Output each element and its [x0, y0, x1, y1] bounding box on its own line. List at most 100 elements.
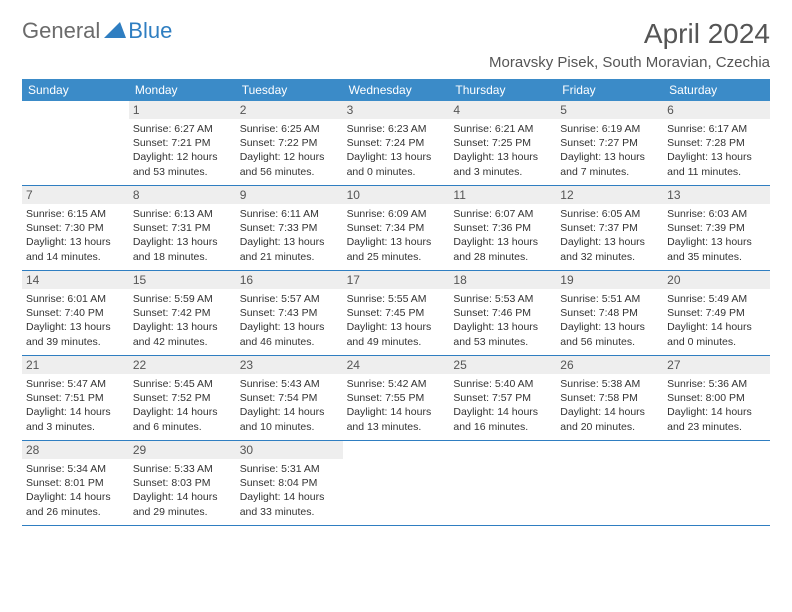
day-info: Sunrise: 6:15 AMSunset: 7:30 PMDaylight:… [26, 207, 125, 264]
day-number: 18 [449, 271, 556, 289]
day-info: Sunrise: 6:19 AMSunset: 7:27 PMDaylight:… [560, 122, 659, 179]
daylight-text: Daylight: 14 hours and 20 minutes. [560, 405, 659, 433]
sunrise-text: Sunrise: 5:53 AM [453, 292, 552, 306]
day-cell: 3Sunrise: 6:23 AMSunset: 7:24 PMDaylight… [343, 101, 450, 185]
daylight-text: Daylight: 14 hours and 29 minutes. [133, 490, 232, 518]
day-cell: 17 Sunrise: 5:55 AMSunset: 7:45 PMDayligh… [343, 271, 450, 355]
logo: General Blue [22, 18, 172, 44]
daylight-text: Daylight: 13 hours and 56 minutes. [560, 320, 659, 348]
day-cell: 23Sunrise: 5:43 AMSunset: 7:54 PMDayligh… [236, 356, 343, 440]
weekday-header: Monday [129, 79, 236, 101]
sunset-text: Sunset: 7:36 PM [453, 221, 552, 235]
daylight-text: Daylight: 13 hours and 53 minutes. [453, 320, 552, 348]
sunset-text: Sunset: 7:48 PM [560, 306, 659, 320]
daylight-text: Daylight: 12 hours and 56 minutes. [240, 150, 339, 178]
daylight-text: Daylight: 13 hours and 42 minutes. [133, 320, 232, 348]
day-info: Sunrise: 6:07 AMSunset: 7:36 PMDaylight:… [453, 207, 552, 264]
sunrise-text: Sunrise: 6:13 AM [133, 207, 232, 221]
day-cell: 10Sunrise: 6:09 AMSunset: 7:34 PMDayligh… [343, 186, 450, 270]
sunrise-text: Sunrise: 6:19 AM [560, 122, 659, 136]
day-cell: 29 Sunrise: 5:33 AMSunset: 8:03 PMDayligh… [129, 441, 236, 525]
sunset-text: Sunset: 7:24 PM [347, 136, 446, 150]
day-info: Sunrise: 5:55 AMSunset: 7:45 PMDaylight:… [347, 292, 446, 349]
sunset-text: Sunset: 8:04 PM [240, 476, 339, 490]
day-number: 11 [449, 186, 556, 204]
day-number: 15 [129, 271, 236, 289]
day-cell: 16Sunrise: 5:57 AMSunset: 7:43 PMDayligh… [236, 271, 343, 355]
day-info: Sunrise: 6:25 AMSunset: 7:22 PMDaylight:… [240, 122, 339, 179]
day-number: 17 [343, 271, 450, 289]
day-cell [343, 441, 450, 525]
logo-text-general: General [22, 18, 100, 44]
daylight-text: Daylight: 13 hours and 32 minutes. [560, 235, 659, 263]
day-number: 13 [663, 186, 770, 204]
sunset-text: Sunset: 7:52 PM [133, 391, 232, 405]
day-cell: 27 Sunrise: 5:36 AMSunset: 8:00 PMDayligh… [663, 356, 770, 440]
day-number: 25 [449, 356, 556, 374]
title-block: April 2024 Moravsky Pisek, South Moravia… [489, 18, 770, 71]
page-header: General Blue April 2024 Moravsky Pisek, … [22, 18, 770, 71]
day-cell: 1Sunrise: 6:27 AMSunset: 7:21 PMDaylight… [129, 101, 236, 185]
sunrise-text: Sunrise: 5:33 AM [133, 462, 232, 476]
day-number: 19 [556, 271, 663, 289]
sunset-text: Sunset: 7:54 PM [240, 391, 339, 405]
week-row: 14Sunrise: 6:01 AMSunset: 7:40 PMDayligh… [22, 271, 770, 356]
daylight-text: Daylight: 13 hours and 11 minutes. [667, 150, 766, 178]
day-cell: 25Sunrise: 5:40 AMSunset: 7:57 PMDayligh… [449, 356, 556, 440]
weekday-header-row: Sunday Monday Tuesday Wednesday Thursday… [22, 79, 770, 101]
sunset-text: Sunset: 7:42 PM [133, 306, 232, 320]
daylight-text: Daylight: 14 hours and 23 minutes. [667, 405, 766, 433]
sunrise-text: Sunrise: 6:27 AM [133, 122, 232, 136]
daylight-text: Daylight: 13 hours and 28 minutes. [453, 235, 552, 263]
day-cell: 14Sunrise: 6:01 AMSunset: 7:40 PMDayligh… [22, 271, 129, 355]
daylight-text: Daylight: 13 hours and 14 minutes. [26, 235, 125, 263]
day-number: 21 [22, 356, 129, 374]
sunrise-text: Sunrise: 6:03 AM [667, 207, 766, 221]
day-number: 29 [129, 441, 236, 459]
day-info: Sunrise: 5:33 AMSunset: 8:03 PMDaylight:… [133, 462, 232, 519]
daylight-text: Daylight: 14 hours and 0 minutes. [667, 320, 766, 348]
day-cell: 15Sunrise: 5:59 AMSunset: 7:42 PMDayligh… [129, 271, 236, 355]
sunrise-text: Sunrise: 5:40 AM [453, 377, 552, 391]
day-cell: 18Sunrise: 5:53 AMSunset: 7:46 PMDayligh… [449, 271, 556, 355]
day-cell: 20Sunrise: 5:49 AMSunset: 7:49 PMDayligh… [663, 271, 770, 355]
sunrise-text: Sunrise: 6:17 AM [667, 122, 766, 136]
daylight-text: Daylight: 13 hours and 35 minutes. [667, 235, 766, 263]
day-info: Sunrise: 6:11 AMSunset: 7:33 PMDaylight:… [240, 207, 339, 264]
sunrise-text: Sunrise: 6:23 AM [347, 122, 446, 136]
day-number: 7 [22, 186, 129, 204]
month-title: April 2024 [489, 18, 770, 50]
weekday-header: Wednesday [343, 79, 450, 101]
sunrise-text: Sunrise: 5:51 AM [560, 292, 659, 306]
day-number: 30 [236, 441, 343, 459]
sunrise-text: Sunrise: 6:01 AM [26, 292, 125, 306]
sunrise-text: Sunrise: 6:15 AM [26, 207, 125, 221]
day-number: 27 [663, 356, 770, 374]
sunset-text: Sunset: 7:43 PM [240, 306, 339, 320]
day-cell: 21Sunrise: 5:47 AMSunset: 7:51 PMDayligh… [22, 356, 129, 440]
day-cell [556, 441, 663, 525]
day-number: 20 [663, 271, 770, 289]
sunrise-text: Sunrise: 6:21 AM [453, 122, 552, 136]
sunset-text: Sunset: 8:00 PM [667, 391, 766, 405]
day-info: Sunrise: 6:05 AMSunset: 7:37 PMDaylight:… [560, 207, 659, 264]
sunrise-text: Sunrise: 6:25 AM [240, 122, 339, 136]
week-row: 7Sunrise: 6:15 AMSunset: 7:30 PMDaylight… [22, 186, 770, 271]
day-number: 9 [236, 186, 343, 204]
weeks-container: 1Sunrise: 6:27 AMSunset: 7:21 PMDaylight… [22, 101, 770, 526]
sunrise-text: Sunrise: 5:31 AM [240, 462, 339, 476]
sunrise-text: Sunrise: 5:42 AM [347, 377, 446, 391]
day-info: Sunrise: 5:36 AMSunset: 8:00 PMDaylight:… [667, 377, 766, 434]
daylight-text: Daylight: 13 hours and 39 minutes. [26, 320, 125, 348]
sunset-text: Sunset: 7:30 PM [26, 221, 125, 235]
logo-text-blue: Blue [128, 18, 172, 44]
day-number: 5 [556, 101, 663, 119]
sunrise-text: Sunrise: 5:45 AM [133, 377, 232, 391]
sunset-text: Sunset: 7:27 PM [560, 136, 659, 150]
weekday-header: Thursday [449, 79, 556, 101]
day-info: Sunrise: 5:57 AMSunset: 7:43 PMDaylight:… [240, 292, 339, 349]
sunset-text: Sunset: 7:55 PM [347, 391, 446, 405]
daylight-text: Daylight: 13 hours and 7 minutes. [560, 150, 659, 178]
day-cell: 2Sunrise: 6:25 AMSunset: 7:22 PMDaylight… [236, 101, 343, 185]
daylight-text: Daylight: 13 hours and 49 minutes. [347, 320, 446, 348]
